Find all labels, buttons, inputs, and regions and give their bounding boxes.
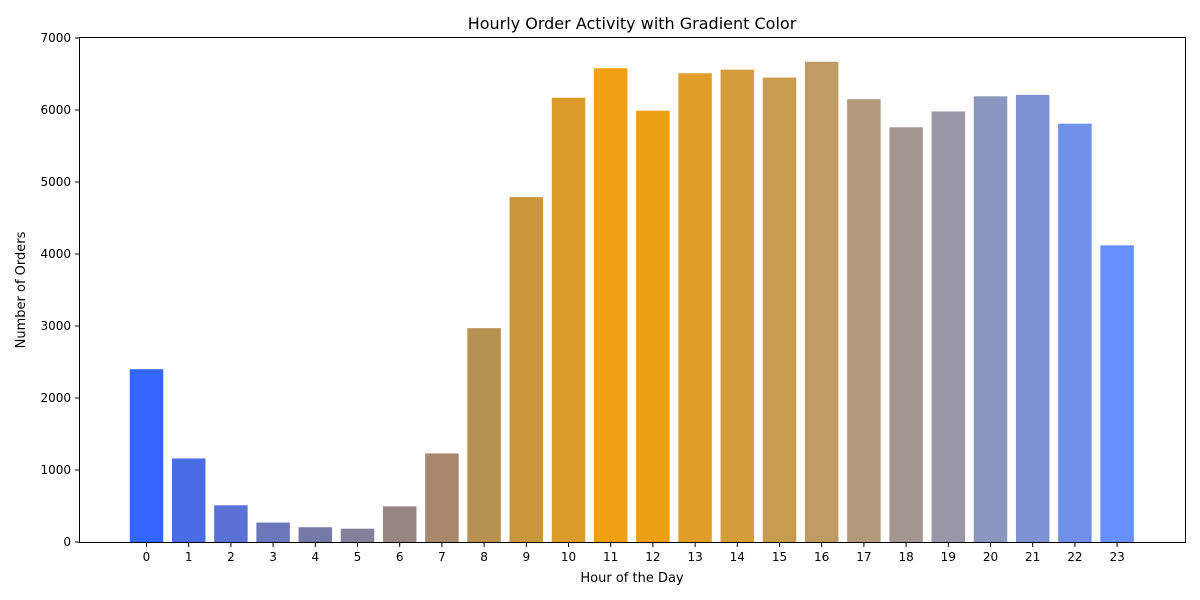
bar-hour-15 bbox=[762, 77, 797, 542]
y-tick-label: 7000 bbox=[40, 31, 71, 45]
bar-hour-13 bbox=[678, 73, 712, 542]
bar-hour-12 bbox=[636, 110, 670, 542]
x-tick-label: 5 bbox=[354, 550, 362, 564]
y-axis-label: Number of Orders bbox=[14, 231, 29, 348]
bar-hour-21 bbox=[1015, 94, 1050, 542]
x-tick-label: 20 bbox=[983, 550, 998, 564]
bar-hour-19 bbox=[931, 111, 966, 542]
x-tick-label: 14 bbox=[730, 550, 745, 564]
bar-hour-1 bbox=[171, 458, 206, 542]
bar-hour-17 bbox=[847, 99, 881, 542]
y-tick-label: 1000 bbox=[40, 463, 71, 477]
bar-hour-11 bbox=[593, 68, 628, 543]
x-tick-label: 8 bbox=[480, 550, 488, 564]
bar-hour-8 bbox=[467, 328, 501, 542]
x-axis-ticks: 0 1 2 3 4 5 6 7 8 9 10 11 12 13 14 15 16 17 18 19 20 21 22 23 bbox=[143, 542, 1125, 564]
bar-hour-18 bbox=[889, 127, 923, 542]
x-tick-label: 16 bbox=[814, 550, 829, 564]
x-axis-label: Hour of the Day bbox=[580, 571, 684, 586]
x-tick-label: 4 bbox=[311, 550, 319, 564]
x-tick-label: 13 bbox=[687, 550, 702, 564]
x-tick-label: 17 bbox=[856, 550, 871, 564]
x-tick-label: 23 bbox=[1109, 550, 1124, 564]
x-tick-label: 18 bbox=[898, 550, 913, 564]
plot-frame bbox=[79, 37, 1186, 543]
x-tick-label: 22 bbox=[1067, 550, 1082, 564]
y-tick-label: 5000 bbox=[40, 175, 71, 189]
y-tick-label: 4000 bbox=[40, 247, 71, 261]
bar-hour-0 bbox=[129, 369, 164, 542]
x-tick-label: 9 bbox=[522, 550, 530, 564]
x-tick-label: 12 bbox=[645, 550, 660, 564]
y-tick-label: 6000 bbox=[40, 103, 71, 117]
bar-hour-23 bbox=[1100, 245, 1134, 543]
bar-hour-4 bbox=[298, 527, 333, 542]
x-tick-label: 6 bbox=[396, 550, 404, 564]
x-tick-label: 15 bbox=[772, 550, 787, 564]
x-tick-label: 3 bbox=[269, 550, 277, 564]
x-tick-label: 7 bbox=[438, 550, 446, 564]
bar-hour-14 bbox=[720, 69, 755, 543]
x-tick-label: 10 bbox=[561, 550, 576, 564]
x-tick-label: 2 bbox=[227, 550, 235, 564]
x-tick-label: 0 bbox=[143, 550, 151, 564]
x-tick-label: 1 bbox=[185, 550, 193, 564]
y-axis-ticks: 0 1000 2000 3000 4000 5000 6000 7000 bbox=[40, 31, 80, 549]
bar-hour-2 bbox=[214, 505, 248, 542]
bar-hour-7 bbox=[425, 453, 459, 542]
bar-hour-9 bbox=[509, 197, 544, 542]
bar-hour-22 bbox=[1058, 123, 1092, 543]
bar-hour-6 bbox=[382, 506, 417, 542]
bar-hour-5 bbox=[340, 528, 375, 542]
bar-hour-10 bbox=[551, 97, 586, 542]
x-tick-label: 11 bbox=[603, 550, 618, 564]
bar-hour-16 bbox=[804, 61, 839, 542]
y-tick-label: 3000 bbox=[40, 319, 71, 333]
bar-hour-20 bbox=[973, 96, 1008, 542]
chart-title: Hourly Order Activity with Gradient Colo… bbox=[468, 14, 797, 33]
y-tick-label: 2000 bbox=[40, 391, 71, 405]
x-tick-label: 19 bbox=[941, 550, 956, 564]
y-tick-label: 0 bbox=[63, 535, 71, 549]
x-tick-label: 21 bbox=[1025, 550, 1040, 564]
bars-group bbox=[129, 61, 1134, 543]
bar-hour-3 bbox=[256, 522, 290, 542]
